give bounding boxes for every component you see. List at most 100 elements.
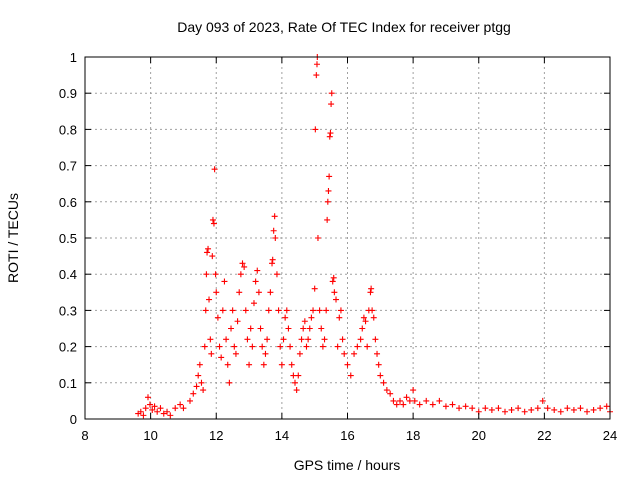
- data-point: [140, 412, 147, 419]
- data-point: [544, 405, 551, 412]
- data-point: [333, 296, 340, 303]
- y-tick-label: 1: [70, 50, 77, 65]
- x-tick-label: 22: [537, 428, 551, 443]
- data-point: [442, 403, 449, 410]
- data-point: [237, 271, 244, 278]
- data-point: [301, 318, 308, 325]
- data-point: [196, 361, 203, 368]
- data-point: [334, 343, 341, 350]
- data-point: [367, 289, 374, 296]
- data-point: [228, 325, 235, 332]
- data-point: [264, 336, 271, 343]
- data-point: [269, 256, 276, 263]
- x-tick-label: 8: [81, 428, 88, 443]
- data-point: [293, 387, 300, 394]
- data-point: [250, 300, 257, 307]
- data-point: [377, 372, 384, 379]
- data-point: [321, 336, 328, 343]
- data-point: [347, 372, 354, 379]
- data-point: [370, 314, 377, 321]
- data-point: [167, 412, 174, 419]
- data-point: [211, 166, 218, 173]
- data-point: [145, 394, 151, 401]
- data-point: [374, 350, 381, 357]
- data-point: [292, 379, 298, 386]
- data-point: [218, 354, 225, 361]
- data-point: [325, 187, 332, 194]
- data-point: [521, 408, 528, 415]
- data-point: [242, 307, 249, 314]
- data-point: [275, 307, 282, 314]
- data-point: [273, 271, 280, 278]
- data-point: [190, 390, 197, 397]
- data-point: [231, 343, 238, 350]
- data-point: [246, 361, 253, 368]
- data-point: [310, 307, 317, 314]
- data-point: [393, 401, 400, 408]
- data-point: [416, 401, 423, 408]
- data-point: [539, 397, 546, 404]
- data-point: [400, 401, 407, 408]
- data-point: [577, 405, 584, 412]
- data-point: [449, 401, 456, 408]
- data-point: [270, 227, 277, 234]
- data-point: [206, 296, 213, 303]
- data-point: [311, 285, 318, 292]
- data-point: [387, 390, 394, 397]
- data-point: [224, 361, 231, 368]
- data-point: [380, 379, 387, 386]
- data-point: [285, 325, 292, 332]
- data-point: [260, 361, 267, 368]
- data-point: [436, 397, 443, 404]
- data-point: [271, 213, 278, 220]
- data-point: [359, 325, 366, 332]
- data-point: [603, 403, 610, 410]
- y-tick-label: 0: [70, 412, 77, 427]
- data-point: [254, 267, 261, 274]
- data-point: [229, 307, 236, 314]
- y-tick-label: 0.7: [59, 159, 77, 174]
- data-point: [202, 307, 209, 314]
- data-point: [142, 405, 149, 412]
- data-point: [564, 405, 571, 412]
- data-point: [221, 278, 228, 285]
- data-point: [259, 343, 266, 350]
- data-point: [303, 343, 310, 350]
- data-point: [331, 289, 338, 296]
- data-point: [462, 403, 469, 410]
- data-point: [296, 350, 303, 357]
- data-point: [495, 405, 502, 412]
- data-point: [508, 406, 515, 413]
- data-point: [429, 401, 436, 408]
- data-point: [597, 405, 604, 412]
- x-tick-label: 12: [209, 428, 223, 443]
- data-point: [203, 271, 210, 278]
- data-point: [226, 379, 233, 386]
- data-point: [312, 126, 319, 133]
- data-point: [482, 405, 489, 412]
- data-point: [247, 325, 254, 332]
- data-point: [288, 361, 295, 368]
- y-tick-label: 0.3: [59, 303, 77, 318]
- data-point: [488, 406, 495, 413]
- data-point: [232, 350, 239, 357]
- data-point: [177, 401, 184, 408]
- data-point: [502, 408, 508, 415]
- data-point: [344, 361, 351, 368]
- data-point: [277, 343, 284, 350]
- x-tick-label: 14: [275, 428, 289, 443]
- data-point: [149, 406, 156, 413]
- data-point: [300, 325, 307, 332]
- data-point: [339, 336, 346, 343]
- data-point: [278, 361, 285, 368]
- data-point: [515, 405, 522, 412]
- data-point: [193, 383, 200, 390]
- data-point: [314, 235, 321, 241]
- grid-lines: [85, 57, 610, 419]
- data-point: [210, 220, 217, 227]
- data-point: [337, 307, 344, 314]
- data-point: [209, 216, 216, 223]
- y-tick-label: 0.2: [59, 340, 77, 355]
- data-point: [324, 198, 331, 205]
- data-point: [269, 260, 276, 267]
